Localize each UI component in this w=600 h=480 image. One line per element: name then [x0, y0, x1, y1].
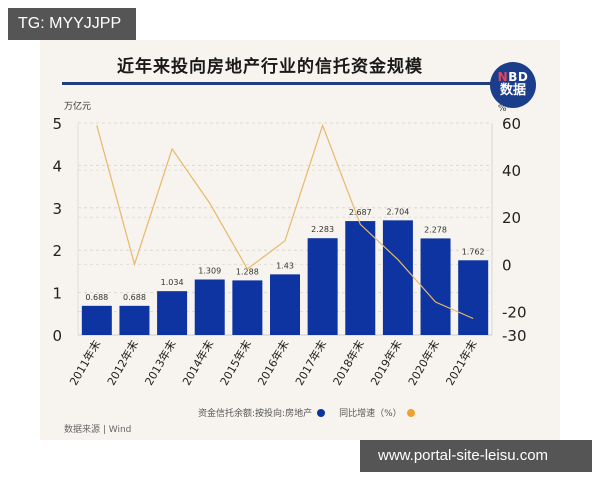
left-axis-unit: 万亿元 — [64, 100, 91, 112]
combo-chart: 万亿元 % 0 1 2 3 4 5 -30 -20 0 20 40 60 0.688 0.688 1.034 1.… — [52, 100, 527, 388]
x-tick-label: 2011年末 — [66, 338, 103, 388]
legend-line-label: 同比增速（%） — [339, 409, 402, 419]
bar-value-label: 2.687 — [349, 208, 372, 217]
legend-bar-swatch-icon — [317, 408, 326, 417]
bar — [458, 260, 489, 335]
bar — [382, 220, 413, 335]
bar — [307, 238, 338, 335]
logo-accent: N — [497, 70, 509, 84]
x-tick-label: 2021年末 — [443, 338, 480, 388]
right-tick-label: 20 — [502, 209, 521, 227]
bar-value-label: 2.704 — [386, 207, 409, 216]
bar-value-label: 2.278 — [424, 225, 447, 234]
left-tick-label: 3 — [52, 200, 62, 218]
right-tick-label: -30 — [502, 327, 527, 345]
bar — [232, 280, 263, 335]
bar-value-label: 1.762 — [462, 247, 485, 256]
x-tick-label: 2019年末 — [367, 338, 404, 388]
data-source: 数据来源 | Wind — [64, 425, 132, 435]
logo-subtext: 数据 — [499, 83, 526, 98]
logo-text: BD — [508, 70, 529, 84]
bar — [420, 238, 451, 335]
title-divider — [62, 82, 514, 85]
bar — [81, 305, 112, 335]
right-tick-label: 0 — [502, 256, 512, 274]
bar-value-label: 1.43 — [276, 261, 294, 270]
right-tick-label: -20 — [502, 303, 527, 321]
x-tick-label: 2015年末 — [217, 338, 254, 388]
right-axis-unit: % — [498, 104, 507, 114]
x-tick-label: 2018年末 — [330, 338, 367, 388]
x-tick-label: 2014年末 — [179, 338, 216, 388]
watermark-tag-top: TG: MYYJJPP — [8, 8, 136, 40]
chart-card: 近年来投向房地产行业的信托资金规模 NBD 数据 万亿元% 0 1 2 3 4 5 -30 -2… — [40, 40, 560, 440]
left-tick-label: 2 — [52, 242, 62, 260]
left-tick-label: 4 — [52, 157, 62, 175]
bar — [157, 291, 188, 335]
nbd-logo: NBD 数据 — [490, 62, 536, 108]
bar-value-label: 2.283 — [311, 225, 334, 234]
x-tick-label: 2013年末 — [142, 338, 179, 388]
bar — [194, 279, 225, 335]
watermark-tag-bottom: www.portal-site-leisu.com — [360, 440, 592, 472]
legend-line-swatch-icon — [406, 408, 415, 417]
x-tick-label: 2016年末 — [254, 338, 291, 388]
x-tick-label: 2012年末 — [104, 338, 141, 388]
chart-legend: 资金信托余额:按投向:房地产 同比增速（%） — [198, 406, 429, 419]
bar-value-label: 1.309 — [198, 266, 221, 275]
bar-value-label: 0.688 — [123, 293, 146, 302]
left-tick-label: 5 — [52, 115, 62, 133]
bar-value-label: 1.034 — [161, 278, 184, 287]
legend-bar-label: 资金信托余额:按投向:房地产 — [198, 409, 313, 419]
bar — [345, 221, 376, 335]
bar-value-label: 1.288 — [236, 267, 259, 276]
chart-title: 近年来投向房地产行业的信托资金规模 — [117, 57, 423, 77]
right-tick-label: 60 — [502, 115, 521, 133]
right-tick-label: 40 — [502, 162, 521, 180]
left-tick-label: 0 — [52, 327, 62, 345]
bar-value-label: 0.688 — [85, 293, 108, 302]
left-tick-label: 1 — [52, 285, 62, 303]
bar — [119, 305, 150, 335]
x-tick-label: 2017年末 — [292, 338, 329, 388]
bar — [270, 274, 300, 335]
x-tick-label: 2020年末 — [405, 338, 442, 388]
growth-rate-line — [96, 123, 474, 320]
